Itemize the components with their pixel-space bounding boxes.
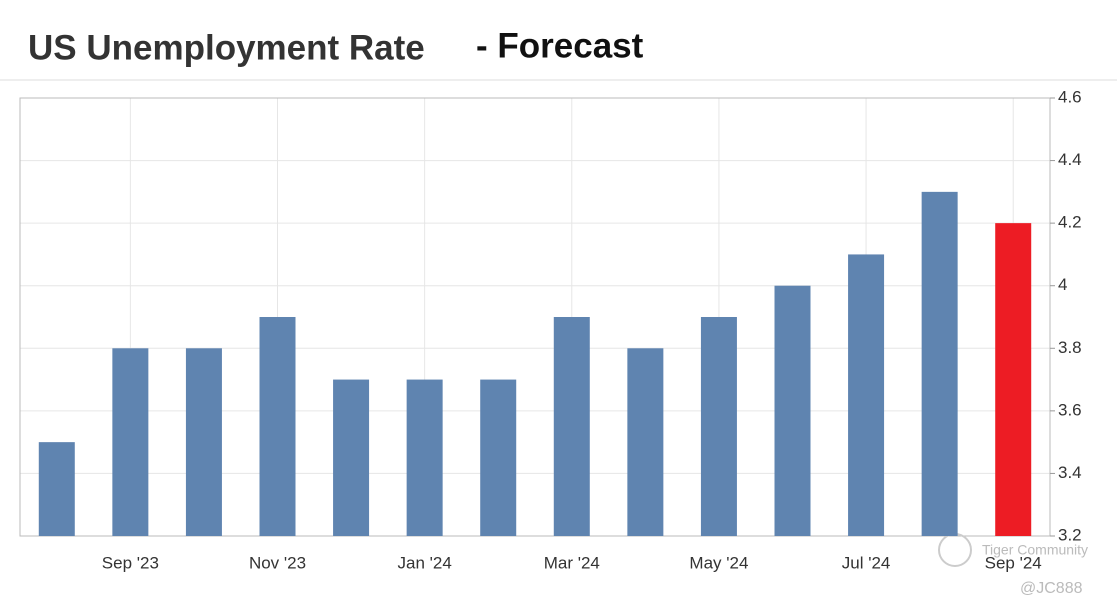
bar xyxy=(333,379,370,536)
bar xyxy=(774,285,811,536)
author: @JC888 xyxy=(1020,580,1083,597)
bar xyxy=(627,348,664,536)
x-tick-label: Sep '23 xyxy=(102,553,159,572)
bar xyxy=(480,379,517,536)
bar xyxy=(112,348,149,536)
bar xyxy=(259,317,296,536)
y-tick-label: 4.2 xyxy=(1058,213,1082,232)
bar xyxy=(848,254,885,536)
y-tick-label: 3.4 xyxy=(1058,463,1082,482)
bar xyxy=(185,348,222,536)
y-tick-label: 4 xyxy=(1058,275,1067,294)
x-tick-label: Mar '24 xyxy=(544,553,600,572)
bar xyxy=(38,442,75,536)
bar xyxy=(406,379,443,536)
chart-subtitle: - Forecast xyxy=(476,26,644,65)
y-tick-label: 3.8 xyxy=(1058,338,1082,357)
bar xyxy=(553,317,590,536)
x-tick-label: Nov '23 xyxy=(249,553,306,572)
plot-frame xyxy=(19,97,1051,537)
y-tick-label: 3.6 xyxy=(1058,400,1082,419)
bar xyxy=(921,191,958,536)
x-tick-label: Jan '24 xyxy=(397,553,451,572)
chart-title: US Unemployment Rate xyxy=(28,28,425,67)
y-tick-label: 3.2 xyxy=(1058,525,1082,544)
bar xyxy=(700,317,737,536)
bar xyxy=(995,223,1032,536)
y-tick-label: 4.4 xyxy=(1058,150,1082,169)
y-tick-label: 4.6 xyxy=(1058,87,1082,106)
x-tick-label: Sep '24 xyxy=(985,553,1042,572)
watermark: Tiger Community xyxy=(982,542,1088,558)
watermark-logo xyxy=(938,533,972,567)
x-tick-label: May '24 xyxy=(689,553,748,572)
x-tick-label: Jul '24 xyxy=(842,553,891,572)
